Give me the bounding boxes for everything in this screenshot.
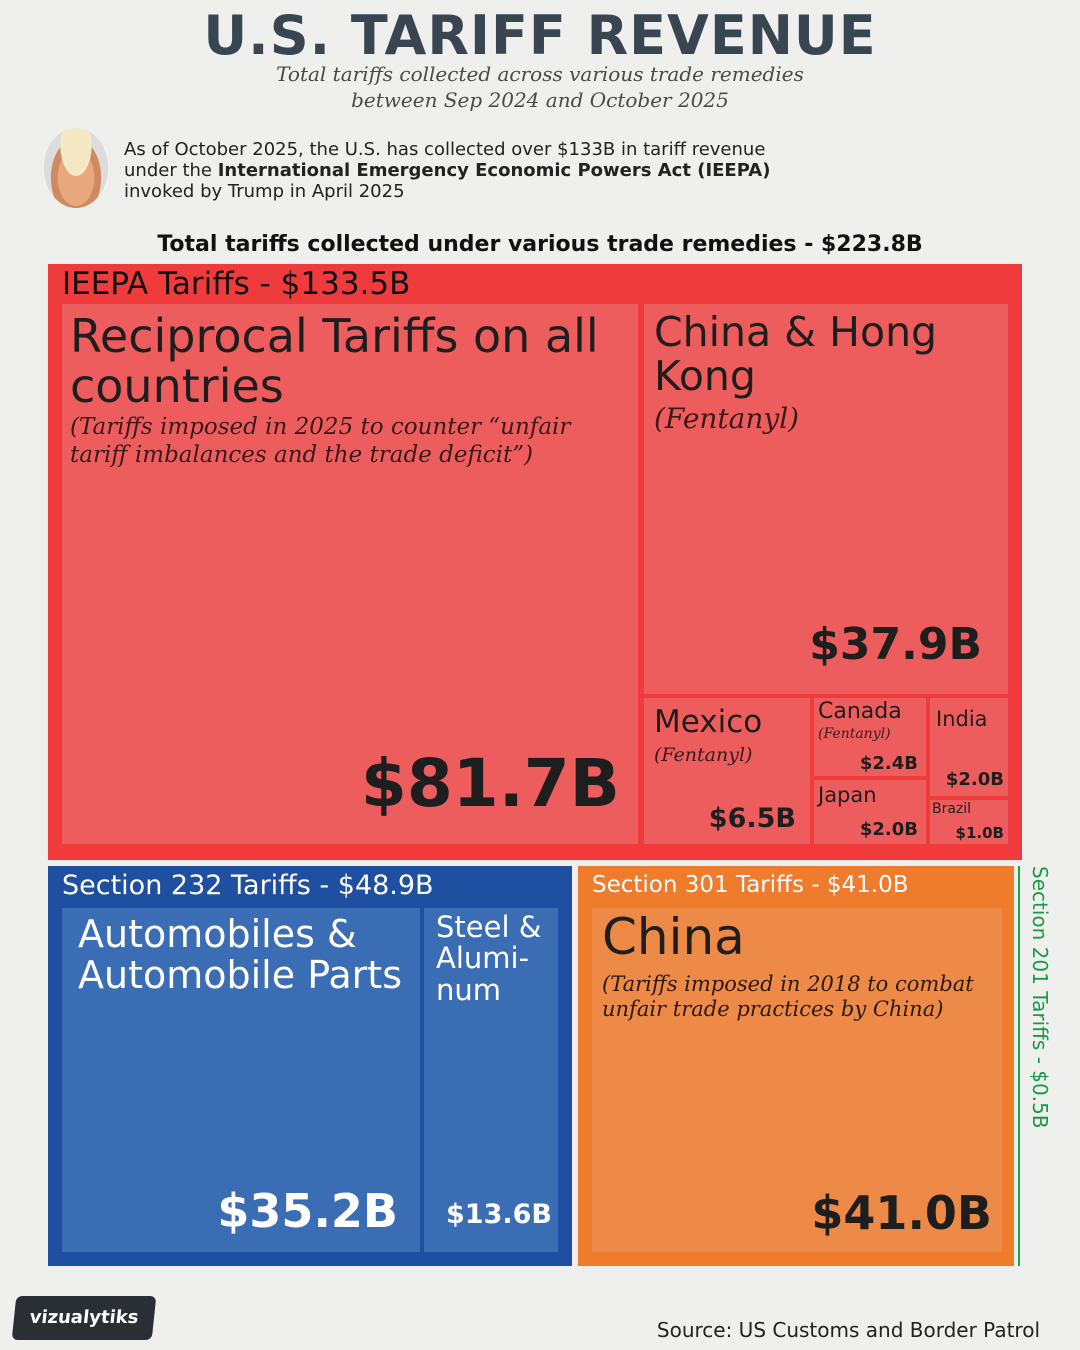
intro-line-2-prefix: under the bbox=[124, 160, 218, 181]
group-section-232: Section 232 Tariffs - $48.9B Automobiles… bbox=[48, 866, 572, 1266]
tile-brazil-name: Brazil bbox=[932, 801, 972, 817]
total-heading: Total tariffs collected under various tr… bbox=[157, 232, 923, 257]
tile-automobiles-name: Automobiles & Automobile Parts bbox=[78, 912, 403, 998]
group-ieepa: IEEPA Tariffs - $133.5B Reciprocal Tarif… bbox=[48, 264, 1022, 860]
tile-mexico-name: Mexico bbox=[654, 704, 763, 740]
intro-line-1: As of October 2025, the U.S. has collect… bbox=[124, 139, 766, 160]
tile-steel-aluminum: Steel & Alumi- num $13.6B bbox=[424, 908, 558, 1252]
tile-china-hk-name: China & Hong Kong bbox=[654, 308, 938, 401]
intro-line-2-bold: International Emergency Economic Powers … bbox=[217, 160, 771, 181]
group-ieepa-label: IEEPA Tariffs - $133.5B bbox=[62, 266, 411, 302]
tile-reciprocal-name: Reciprocal Tariffs on all countries bbox=[70, 309, 599, 413]
section-201-bar bbox=[1018, 866, 1020, 1266]
tile-reciprocal-value: $81.7B bbox=[360, 745, 620, 822]
group-section-301: Section 301 Tariffs - $41.0B China (Tari… bbox=[578, 866, 1014, 1266]
tile-china-hk-value: $37.9B bbox=[809, 619, 982, 670]
tile-japan-name: Japan bbox=[818, 783, 877, 807]
tile-mexico-value: $6.5B bbox=[708, 803, 796, 834]
tile-china-301-value: $41.0B bbox=[811, 1186, 992, 1240]
subtitle-line-1: Total tariffs collected across various t… bbox=[276, 62, 804, 86]
tile-reciprocal-note: (Tariffs imposed in 2025 to counter “unf… bbox=[70, 414, 571, 468]
tile-china-301: China (Tariffs imposed in 2018 to combat… bbox=[592, 908, 1002, 1252]
tile-china-301-name: China bbox=[602, 908, 745, 966]
tile-mexico: Mexico (Fentanyl) $6.5B bbox=[644, 698, 810, 844]
tile-india-name: India bbox=[936, 707, 988, 731]
tile-china-hk: China & Hong Kong (Fentanyl) $37.9B bbox=[644, 304, 1008, 694]
portrait-icon bbox=[44, 128, 108, 208]
section-201-label: Section 201 Tariffs - $0.5B bbox=[1028, 866, 1052, 1129]
group-section-301-label: Section 301 Tariffs - $41.0B bbox=[592, 872, 909, 898]
tile-canada-note: (Fentanyl) bbox=[818, 726, 891, 742]
tile-steel-aluminum-value: $13.6B bbox=[446, 1199, 552, 1230]
source-note: Source: US Customs and Border Patrol bbox=[656, 1318, 1040, 1342]
brand-logo: vizualytiks bbox=[11, 1296, 157, 1340]
tile-automobiles-value: $35.2B bbox=[217, 1184, 398, 1238]
tile-china-301-note: (Tariffs imposed in 2018 to combat unfai… bbox=[602, 972, 974, 1022]
intro-text: As of October 2025, the U.S. has collect… bbox=[124, 139, 1024, 202]
tile-brazil-value: $1.0B bbox=[955, 824, 1004, 842]
tile-canada: Canada (Fentanyl) $2.4B bbox=[814, 698, 926, 776]
tile-canada-value: $2.4B bbox=[859, 753, 918, 774]
tile-reciprocal: Reciprocal Tariffs on all countries (Tar… bbox=[62, 304, 638, 844]
group-section-232-label: Section 232 Tariffs - $48.9B bbox=[62, 870, 434, 901]
subtitle-line-2: between Sep 2024 and October 2025 bbox=[351, 88, 729, 112]
page-title: U.S. TARIFF REVENUE bbox=[203, 4, 877, 67]
tile-china-hk-note: (Fentanyl) bbox=[654, 402, 800, 435]
tile-canada-name: Canada bbox=[818, 699, 902, 724]
tile-brazil: Brazil $1.0B bbox=[930, 800, 1008, 844]
intro-line-2: under the International Emergency Econom… bbox=[124, 160, 1024, 181]
tile-mexico-note: (Fentanyl) bbox=[654, 744, 753, 766]
tile-japan: Japan $2.0B bbox=[814, 780, 926, 844]
tile-india: India $2.0B bbox=[930, 698, 1008, 796]
tile-japan-value: $2.0B bbox=[859, 819, 918, 840]
tile-automobiles: Automobiles & Automobile Parts $35.2B bbox=[62, 908, 420, 1252]
intro-line-3: invoked by Trump in April 2025 bbox=[124, 181, 405, 202]
tile-india-value: $2.0B bbox=[945, 769, 1004, 790]
tile-steel-aluminum-name: Steel & Alumi- num bbox=[436, 910, 542, 1007]
